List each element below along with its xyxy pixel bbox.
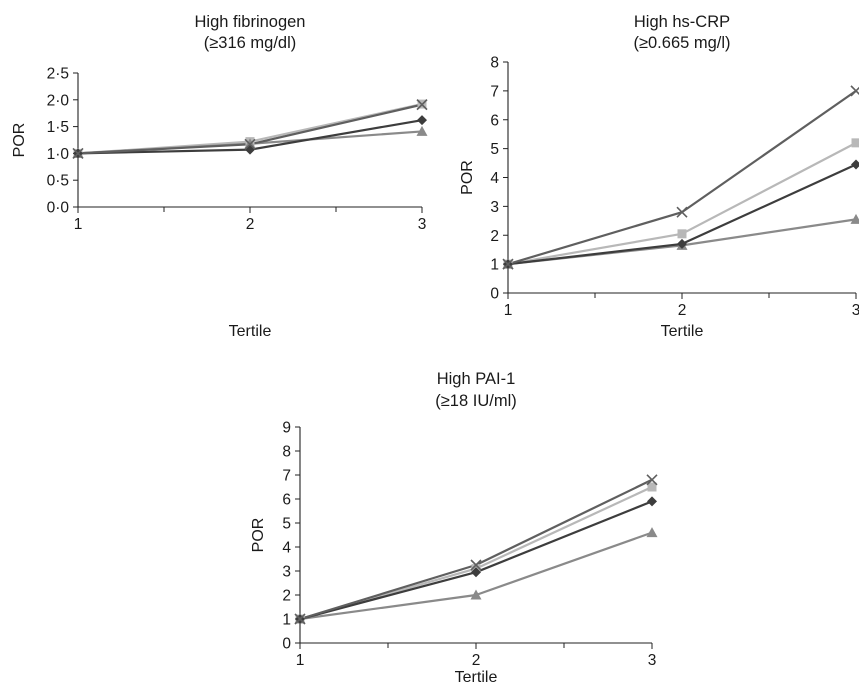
y-tick-label: 2 — [490, 228, 499, 245]
diamond-marker — [471, 567, 481, 578]
x-tick-label: 3 — [648, 652, 657, 669]
triangle-marker — [470, 589, 482, 600]
x-tick-label: 2 — [472, 652, 481, 669]
x-tick-label: 1 — [74, 216, 83, 233]
y-tick-label: 1 — [282, 612, 291, 629]
triangle-marker — [646, 527, 658, 538]
x-marker — [244, 138, 256, 150]
y-tick-label: 7 — [282, 468, 291, 485]
x-axis-label: Tertile — [455, 669, 498, 686]
y-tick-label: 8 — [490, 55, 499, 72]
diamond-marker — [851, 159, 859, 170]
x-marker — [850, 85, 859, 97]
x-axis-label: Tertile — [229, 323, 272, 340]
y-tick-label: 1·5 — [47, 119, 69, 136]
y-tick-label: 0 — [282, 636, 291, 653]
x-axis-label: Tertile — [661, 323, 704, 340]
x-marker — [294, 613, 306, 625]
square-marker — [647, 482, 657, 492]
triangle-marker — [416, 125, 428, 136]
x-tick-label: 3 — [852, 302, 859, 319]
y-tick-label: 4 — [490, 170, 499, 187]
y-tick-label: 1·0 — [47, 146, 70, 163]
diamond-marker — [647, 496, 657, 507]
y-tick-label: 5 — [490, 141, 499, 158]
square-marker — [677, 229, 687, 239]
x-tick-label: 2 — [678, 302, 687, 319]
y-tick-label: 3 — [282, 564, 291, 581]
diamond-marker — [417, 115, 427, 126]
y-tick-label: 5 — [282, 516, 291, 533]
chart-subtitle: (≥18 IU/ml) — [435, 392, 516, 410]
chart-title: High PAI-1 — [437, 370, 516, 388]
y-axis-label: POR — [11, 123, 28, 158]
y-tick-label: 6 — [490, 112, 499, 129]
x-marker — [470, 559, 482, 571]
y-tick-label: 0 — [490, 286, 499, 303]
y-tick-label: 2·5 — [47, 66, 69, 83]
square-marker — [851, 138, 859, 148]
y-tick-label: 1 — [490, 257, 499, 274]
chart-subtitle: (≥316 mg/dl) — [204, 34, 297, 52]
y-axis-label: POR — [250, 518, 267, 553]
y-tick-label: 6 — [282, 492, 291, 509]
y-axis-label: POR — [459, 160, 476, 195]
diamond-marker — [677, 238, 687, 249]
triangle-marker — [850, 213, 859, 224]
y-tick-label: 3 — [490, 199, 499, 216]
chart-panel-1: High fibrinogen (≥316 mg/dl) 0·0 0·5 1·0 1·5 2… — [11, 13, 428, 340]
y-tick-label: 2·0 — [47, 92, 70, 109]
y-tick-label: 0·0 — [47, 200, 70, 217]
y-tick-label: 7 — [490, 83, 499, 100]
x-tick-label: 3 — [418, 216, 427, 233]
x-marker — [416, 99, 428, 111]
y-tick-label: 4 — [282, 540, 291, 557]
chart-title: High hs-CRP — [634, 13, 730, 31]
x-marker — [72, 147, 84, 159]
x-marker — [676, 206, 688, 218]
chart-title: High fibrinogen — [195, 13, 306, 31]
x-tick-label: 2 — [246, 216, 255, 233]
y-tick-label: 2 — [282, 588, 291, 605]
y-tick-label: 8 — [282, 444, 291, 461]
x-tick-label: 1 — [504, 302, 513, 319]
x-tick-label: 1 — [296, 652, 305, 669]
x-marker — [502, 258, 514, 270]
y-tick-label: 9 — [282, 420, 291, 437]
y-tick-label: 0·5 — [47, 173, 69, 190]
series-line-1 — [299, 500, 653, 621]
x-marker — [646, 474, 658, 486]
chart-subtitle: (≥0.665 mg/l) — [633, 34, 730, 52]
